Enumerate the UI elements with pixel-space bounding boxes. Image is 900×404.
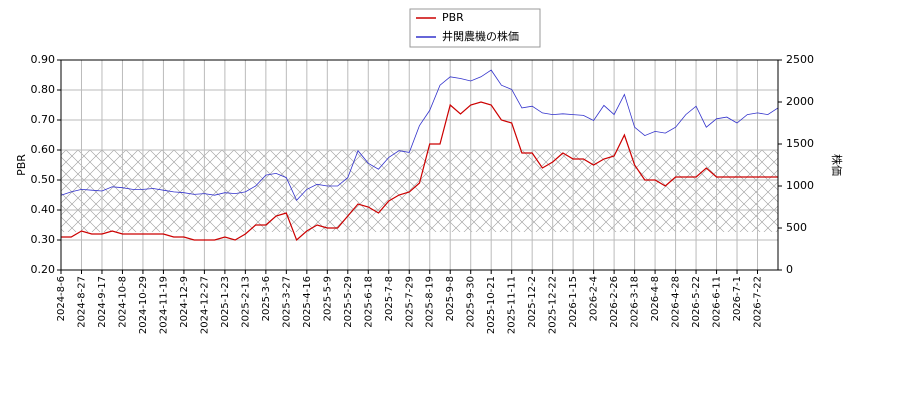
x-tick-label: 2026-2-26 (609, 276, 620, 328)
y2-tick-label: 0 (786, 263, 793, 276)
plot-frame (60, 59, 779, 271)
x-tick-label: 2024-10-29 (138, 276, 149, 334)
y-tick-label: 0.40 (31, 203, 56, 216)
x-tick-label: 2024-12-9 (179, 276, 190, 328)
y-tick-label: 0.80 (31, 83, 56, 96)
x-tick-label: 2025-9-30 (466, 276, 477, 328)
y-tick-label: 0.70 (31, 113, 56, 126)
x-tick-label: 2026-4-8 (650, 276, 661, 321)
y2-tick-label: 1000 (786, 179, 814, 192)
x-tick-label: 2025-4-16 (302, 276, 313, 328)
x-tick-label: 2026-2-4 (589, 276, 600, 321)
y2-tick-label: 2000 (786, 95, 814, 108)
legend-label: PBR (442, 11, 464, 24)
y2-tick-label: 1500 (786, 137, 814, 150)
x-tick-label: 2026-3-18 (630, 276, 641, 328)
x-tick-label: 2025-12-2 (527, 276, 538, 328)
x-tick-label: 2024-9-17 (97, 276, 108, 328)
x-tick-label: 2026-4-28 (671, 276, 682, 328)
y-tick-label: 0.90 (31, 53, 56, 66)
x-tick-label: 2025-11-11 (507, 276, 518, 334)
x-tick-label: 2026-1-15 (568, 276, 579, 328)
x-tick-label: 2025-12-22 (548, 276, 559, 334)
x-tick-label: 2025-7-29 (404, 276, 415, 328)
x-tick-label: 2026-7-22 (753, 276, 764, 328)
x-tick-label: 2026-6-11 (712, 276, 723, 328)
x-tick-label: 2025-2-13 (240, 276, 251, 328)
x-tick-label: 2025-9-8 (445, 276, 456, 321)
x-tick-label: 2025-3-27 (281, 276, 292, 328)
legend-label: 井関農機の株価 (442, 29, 519, 43)
y-axis-label: PBR (15, 154, 28, 176)
x-tick-label: 2024-8-6 (56, 276, 67, 321)
x-tick-label: 2024-10-8 (117, 276, 128, 328)
x-tick-label: 2025-5-9 (322, 276, 333, 321)
y2-tick-label: 500 (786, 221, 807, 234)
x-tick-label: 2025-5-29 (343, 276, 354, 328)
range-band (61, 150, 778, 232)
x-tick-label: 2025-7-8 (384, 276, 395, 321)
x-tick-label: 2026-5-22 (691, 276, 702, 328)
y-tick-label: 0.50 (31, 173, 56, 186)
x-tick-label: 2026-7-1 (732, 276, 743, 321)
y2-tick-label: 2500 (786, 53, 814, 66)
y-tick-label: 0.30 (31, 233, 56, 246)
legend-box (409, 8, 541, 48)
y-tick-label: 0.60 (31, 143, 56, 156)
x-tick-label: 2025-3-6 (261, 276, 272, 321)
x-tick-label: 2024-12-27 (199, 276, 210, 334)
x-tick-label: 2025-10-21 (486, 276, 497, 334)
y-tick-label: 0.20 (31, 263, 56, 276)
x-tick-label: 2025-1-23 (220, 276, 231, 328)
y2-axis-label: 株価 (830, 154, 844, 176)
series-line (60, 69, 779, 202)
legend: PBR 井関農機の株価 (409, 8, 541, 48)
x-tick-label: 2025-6-18 (363, 276, 374, 328)
series-line (61, 101, 778, 242)
x-tick-label: 2025-8-19 (425, 276, 436, 328)
x-tick-label: 2024-8-27 (76, 276, 87, 328)
x-tick-label: 2024-11-19 (158, 276, 169, 334)
